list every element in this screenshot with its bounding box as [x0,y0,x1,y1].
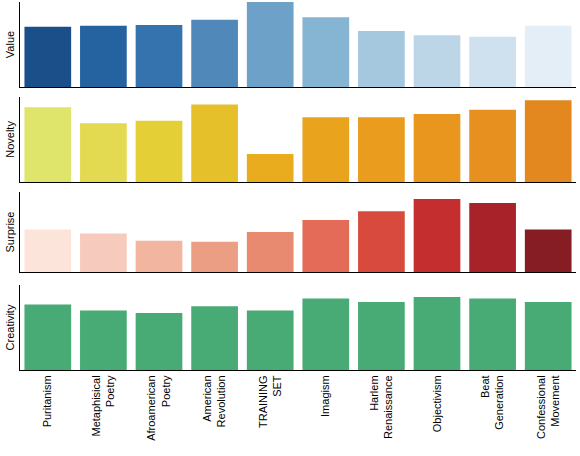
svg-text:Value: Value [4,31,16,58]
svg-text:Puritanism: Puritanism [41,375,53,427]
svg-text:Novelty: Novelty [4,121,16,158]
svg-text:BeatGeneration: BeatGeneration [479,375,505,429]
svg-text:AfroamericanPoetry: AfroamericanPoetry [145,375,171,441]
svg-text:Objectivism: Objectivism [431,375,443,432]
svg-text:HarlemRenaissance: HarlemRenaissance [368,375,394,439]
svg-text:Imagism: Imagism [319,375,331,417]
svg-text:TRAININGSET: TRAININGSET [257,375,283,428]
svg-text:ConfessionalMovement: ConfessionalMovement [535,375,561,439]
svg-text:MetaphisicalPoetry: MetaphisicalPoetry [90,375,116,437]
svg-text:Creativity: Creativity [4,304,16,350]
svg-text:Surprise: Surprise [4,212,16,253]
svg-text:AmericanRevolution: AmericanRevolution [201,375,227,427]
